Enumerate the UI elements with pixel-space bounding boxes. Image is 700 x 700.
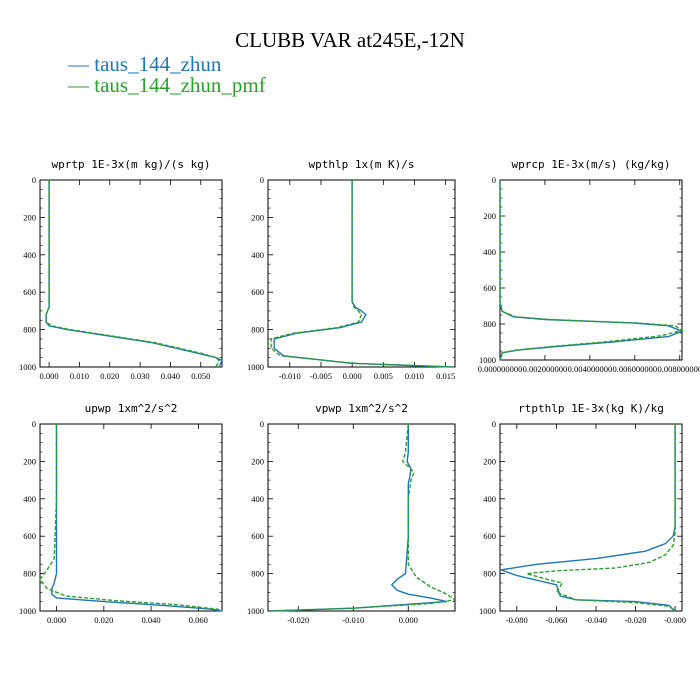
panel-1-xtick-label-0: 0.000 — [40, 371, 59, 381]
panel-3-ytick-label-1: 200 — [483, 211, 496, 221]
panel-1-title: wprtp 1E-3x(m kg)/(s kg) — [52, 158, 211, 171]
panel-5-xtick-label-0: -0.020 — [287, 615, 309, 625]
legend-2-label: taus_144_zhun_pmf — [94, 73, 266, 97]
panel-2-ytick-label-4: 800 — [251, 325, 264, 335]
panel-6-ytick-label-5: 1000 — [479, 606, 496, 616]
panel-2-xtick-label-5: 0.015 — [436, 371, 455, 381]
panel-4-xtick-label-0: 0.000 — [47, 615, 66, 625]
chart-title: CLUBB VAR at245E,-12N — [235, 28, 465, 52]
panel-1-xtick-label-5: 0.050 — [191, 371, 210, 381]
panel-4-title: upwp 1xm^2/s^2 — [85, 402, 178, 415]
panel-1-series-1-line — [45, 180, 223, 368]
panel-6-ytick-label-4: 800 — [483, 569, 496, 579]
panel-3-ytick-label-5: 1000 — [479, 355, 496, 365]
panel-4-xtick-label-2: 0.040 — [142, 615, 161, 625]
panel-5-series-1-line — [270, 424, 447, 612]
panel-5-ytick-label-0: 0 — [260, 419, 264, 429]
panel-6-ytick-label-1: 200 — [483, 456, 496, 466]
panel-2-frame — [267, 179, 456, 368]
panel-1-ytick-label-4: 800 — [23, 325, 36, 335]
panel-5-xtick-label-1: -0.010 — [342, 615, 364, 625]
panel-2-ytick-label-2: 400 — [251, 250, 264, 260]
panel-1-ytick-label-1: 200 — [23, 212, 36, 222]
panel-1-xtick-label-1: 0.010 — [70, 371, 89, 381]
panel-3-xtick-label-3: 0.006000000 — [613, 364, 658, 374]
panel-6-xtick-label-3: -0.020 — [625, 615, 647, 625]
panel-4-ytick-label-4: 800 — [23, 569, 36, 579]
panel-3-ytick-label-0: 0 — [492, 175, 496, 185]
panel-4-series-2-line — [39, 424, 223, 612]
panel-4-ytick-label-2: 400 — [23, 494, 36, 504]
panel-6-title: rtpthlp 1E-3x(kg K)/kg — [518, 402, 664, 415]
panel-2-xtick-label-1: -0.005 — [310, 371, 332, 381]
panel-3-series-1-line — [499, 180, 684, 361]
panel-2-ytick-label-0: 0 — [260, 175, 264, 185]
panel-5-ytick-label-4: 800 — [251, 569, 264, 579]
panel-6-xtick-label-1: -0.060 — [545, 615, 567, 625]
panel-5-ytick-label-2: 400 — [251, 494, 264, 504]
panel-4-ytick-label-0: 0 — [32, 419, 36, 429]
panel-4-ytick-label-3: 600 — [23, 531, 36, 541]
legend-item-1: — taus_144_zhun — [68, 52, 221, 77]
panel-6-xtick-label-4: -0.000 — [664, 615, 686, 625]
panel-2-ytick-label-3: 600 — [251, 287, 264, 297]
panel-3-xtick-label-1: 0.002000000 — [523, 364, 568, 374]
panel-1-xtick-label-4: 0.040 — [161, 371, 180, 381]
panel-2-series-1-line — [273, 180, 452, 368]
panel-6-series-1-line — [500, 424, 676, 612]
panel-6-ytick-label-2: 400 — [483, 494, 496, 504]
panel-5-series-2-line — [270, 423, 457, 612]
panel-5-ytick-label-1: 200 — [251, 456, 264, 466]
panel-4-ytick-label-1: 200 — [23, 456, 36, 466]
panel-6-xtick-label-0: -0.080 — [506, 615, 528, 625]
panel-3-ytick-label-2: 400 — [483, 247, 496, 257]
panel-4-frame — [39, 423, 223, 612]
panel-3-title: wprcp 1E-3x(m/s) (kg/kg) — [512, 158, 671, 171]
panel-1-ytick-label-3: 600 — [23, 287, 36, 297]
panel-5-ytick-label-3: 600 — [251, 531, 264, 541]
panel-1-ytick-label-5: 1000 — [19, 362, 36, 372]
panel-3-ytick-label-3: 600 — [483, 283, 496, 293]
legend-2-line: — — [68, 73, 95, 97]
panel-2-xtick-label-2: 0.000 — [343, 371, 362, 381]
panel-2-ytick-label-5: 1000 — [247, 362, 264, 372]
panel-2-xtick-label-0: -0.010 — [279, 371, 301, 381]
panel-2-xtick-label-3: 0.005 — [374, 371, 393, 381]
panel-1-ytick-label-0: 0 — [32, 175, 36, 185]
panel-3-xtick-label-0: 0.000000000 — [478, 364, 523, 374]
legend-1-label: taus_144_zhun — [94, 52, 222, 76]
panel-6-ytick-label-3: 600 — [483, 531, 496, 541]
panel-3-series-2-line — [499, 180, 684, 361]
panel-3-frame — [499, 179, 683, 361]
panel-4-series-1-line — [51, 424, 223, 612]
panel-6-frame — [499, 423, 683, 612]
panel-4-xtick-label-1: 0.020 — [94, 615, 113, 625]
panel-5-frame — [267, 423, 456, 612]
panel-4-ytick-label-5: 1000 — [19, 606, 36, 616]
panel-3-xtick-label-2: 0.004000000 — [568, 364, 613, 374]
panel-2-title: wpthlp 1x(m K)/s — [309, 158, 415, 171]
panel-3-xtick-label-4: 0.008000000 — [657, 364, 700, 374]
panel-5-title: vpwp 1xm^2/s^2 — [315, 402, 408, 415]
panel-1-ytick-label-2: 400 — [23, 250, 36, 260]
panel-5-ytick-label-5: 1000 — [247, 606, 264, 616]
legend-item-2: — taus_144_zhun_pmf — [68, 73, 266, 98]
panel-3-ytick-label-4: 800 — [483, 319, 496, 329]
panel-6-ytick-label-0: 0 — [492, 419, 496, 429]
panel-1-xtick-label-3: 0.030 — [131, 371, 150, 381]
panel-2-xtick-label-4: 0.010 — [405, 371, 424, 381]
panel-1-series-2-line — [45, 180, 220, 368]
panel-1-xtick-label-2: 0.020 — [100, 371, 119, 381]
panel-5-xtick-label-2: 0.000 — [399, 615, 418, 625]
legend-1-line: — — [68, 52, 95, 76]
panel-2-series-2-line — [270, 180, 456, 368]
panel-6-xtick-label-2: -0.040 — [585, 615, 607, 625]
panel-4-xtick-label-3: 0.060 — [189, 615, 208, 625]
panel-2-ytick-label-1: 200 — [251, 212, 264, 222]
